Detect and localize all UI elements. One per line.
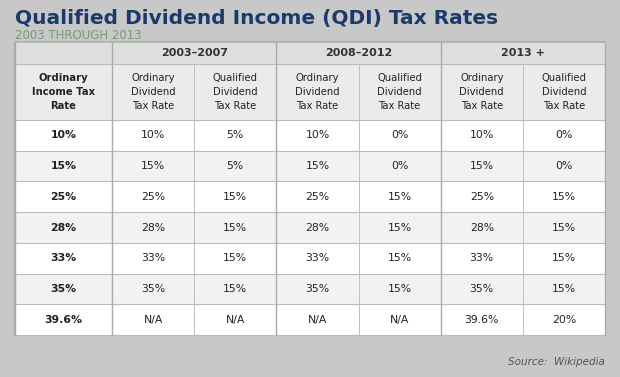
Text: 15%: 15%	[50, 161, 76, 171]
Text: 0%: 0%	[391, 161, 409, 171]
Text: 35%: 35%	[50, 284, 77, 294]
Text: 28%: 28%	[470, 222, 494, 233]
Text: 10%: 10%	[50, 130, 76, 140]
Text: N/A: N/A	[226, 315, 245, 325]
FancyBboxPatch shape	[15, 151, 605, 181]
Text: Qualified Dividend Income (QDI) Tax Rates: Qualified Dividend Income (QDI) Tax Rate…	[15, 9, 498, 28]
Text: 15%: 15%	[306, 161, 329, 171]
Text: 5%: 5%	[227, 130, 244, 140]
FancyBboxPatch shape	[15, 181, 605, 212]
FancyBboxPatch shape	[15, 212, 605, 243]
Text: 15%: 15%	[388, 253, 412, 263]
Text: Ordinary
Dividend
Tax Rate: Ordinary Dividend Tax Rate	[131, 74, 175, 110]
Text: 15%: 15%	[388, 192, 412, 202]
Text: Ordinary
Dividend
Tax Rate: Ordinary Dividend Tax Rate	[459, 74, 504, 110]
Text: 0%: 0%	[556, 161, 573, 171]
Text: 25%: 25%	[141, 192, 165, 202]
Text: 20%: 20%	[552, 315, 576, 325]
Text: 15%: 15%	[223, 284, 247, 294]
Text: 15%: 15%	[223, 222, 247, 233]
Text: Qualified
Dividend
Tax Rate: Qualified Dividend Tax Rate	[213, 74, 258, 110]
Text: 15%: 15%	[552, 284, 576, 294]
FancyBboxPatch shape	[15, 304, 605, 335]
Text: 15%: 15%	[388, 284, 412, 294]
Text: 15%: 15%	[223, 192, 247, 202]
Text: 0%: 0%	[391, 130, 409, 140]
Text: Source:  Wikipedia: Source: Wikipedia	[508, 357, 605, 367]
Text: N/A: N/A	[143, 315, 163, 325]
Text: Qualified
Dividend
Tax Rate: Qualified Dividend Tax Rate	[541, 74, 587, 110]
Text: 2003–2007: 2003–2007	[161, 48, 228, 58]
FancyBboxPatch shape	[15, 42, 605, 335]
Text: Ordinary
Income Tax
Rate: Ordinary Income Tax Rate	[32, 74, 95, 110]
Text: N/A: N/A	[308, 315, 327, 325]
Text: 15%: 15%	[552, 222, 576, 233]
Text: 35%: 35%	[306, 284, 329, 294]
Text: 10%: 10%	[469, 130, 494, 140]
FancyBboxPatch shape	[15, 64, 605, 120]
Text: Qualified
Dividend
Tax Rate: Qualified Dividend Tax Rate	[377, 74, 422, 110]
Text: 15%: 15%	[552, 192, 576, 202]
Text: 33%: 33%	[50, 253, 77, 263]
Text: 35%: 35%	[141, 284, 165, 294]
Text: 2003 THROUGH 2013: 2003 THROUGH 2013	[15, 29, 141, 42]
Text: 0%: 0%	[556, 130, 573, 140]
Text: 33%: 33%	[141, 253, 165, 263]
Text: 28%: 28%	[50, 222, 77, 233]
Text: 33%: 33%	[470, 253, 494, 263]
Text: 25%: 25%	[306, 192, 329, 202]
Text: 2013 +: 2013 +	[501, 48, 545, 58]
Text: 5%: 5%	[227, 161, 244, 171]
Text: N/A: N/A	[390, 315, 409, 325]
Text: 39.6%: 39.6%	[464, 315, 499, 325]
Text: 39.6%: 39.6%	[45, 315, 82, 325]
Text: 15%: 15%	[470, 161, 494, 171]
Text: 28%: 28%	[306, 222, 329, 233]
Text: 25%: 25%	[50, 192, 77, 202]
Text: 15%: 15%	[388, 222, 412, 233]
Text: 15%: 15%	[552, 253, 576, 263]
FancyBboxPatch shape	[15, 274, 605, 304]
FancyBboxPatch shape	[15, 42, 605, 64]
Text: 10%: 10%	[305, 130, 330, 140]
Text: 35%: 35%	[470, 284, 494, 294]
FancyBboxPatch shape	[15, 120, 605, 151]
Text: 15%: 15%	[141, 161, 165, 171]
Text: 2008–2012: 2008–2012	[325, 48, 392, 58]
Text: 15%: 15%	[223, 253, 247, 263]
Text: 28%: 28%	[141, 222, 165, 233]
Text: 25%: 25%	[470, 192, 494, 202]
Text: 33%: 33%	[306, 253, 329, 263]
FancyBboxPatch shape	[15, 243, 605, 274]
Text: Ordinary
Dividend
Tax Rate: Ordinary Dividend Tax Rate	[295, 74, 340, 110]
Text: 10%: 10%	[141, 130, 166, 140]
